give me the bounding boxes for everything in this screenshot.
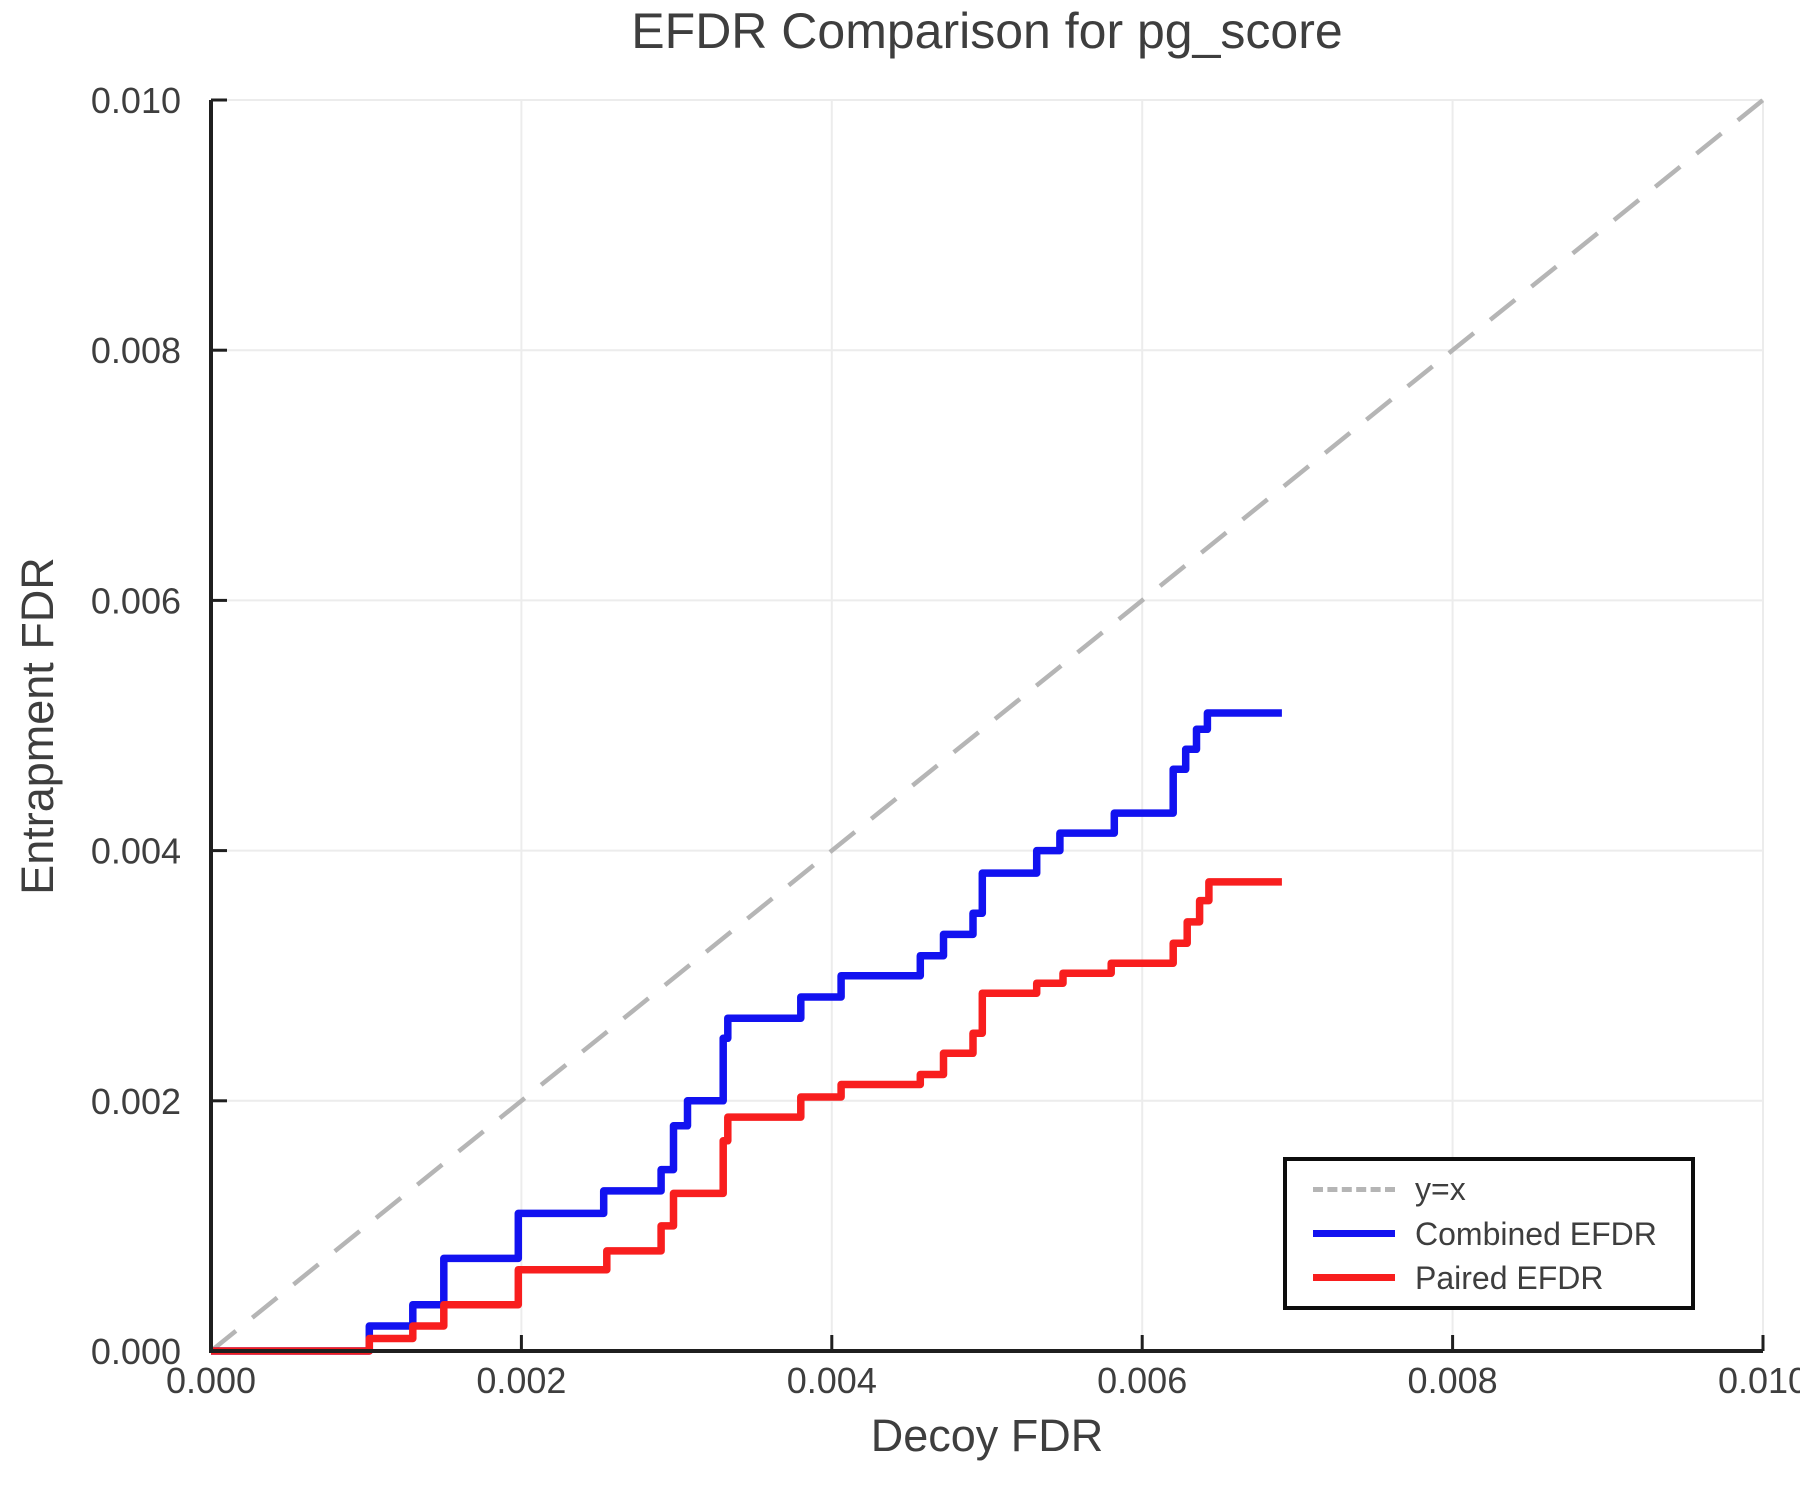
reference-line-swatch <box>1313 1186 1395 1192</box>
y-tick-label: 0.010 <box>91 80 181 121</box>
reference-line <box>209 98 1765 1353</box>
y-tick-label: 0.004 <box>91 831 181 872</box>
y-tick-label: 0.002 <box>91 1081 181 1122</box>
x-tick-label: 0.000 <box>166 1360 256 1401</box>
paired-efdr-swatch <box>1313 1274 1395 1282</box>
series-line-paired <box>211 878 1282 1355</box>
legend-row-paired: Paired EFDR <box>1313 1262 1691 1294</box>
x-tick-label: 0.002 <box>476 1360 566 1401</box>
x-tick-label: 0.004 <box>787 1360 877 1401</box>
legend-label-combined: Combined EFDR <box>1415 1215 1657 1252</box>
chart-title: EFDR Comparison for pg_score <box>631 3 1343 59</box>
y-tick-label: 0.008 <box>91 330 181 371</box>
x-tick-label: 0.006 <box>1097 1360 1187 1401</box>
x-tick-label: 0.010 <box>1718 1360 1800 1401</box>
combined-efdr-swatch <box>1313 1230 1395 1237</box>
legend-label-paired: Paired EFDR <box>1415 1259 1604 1296</box>
legend-row-reference: y=x <box>1313 1173 1691 1205</box>
x-axis-label: Decoy FDR <box>870 1410 1104 1461</box>
y-tick-label: 0.006 <box>91 580 181 621</box>
y-tick-label: 0.000 <box>91 1331 181 1372</box>
legend-row-combined: Combined EFDR <box>1313 1218 1691 1250</box>
series-line-combined <box>211 709 1282 1355</box>
legend-label-reference: y=x <box>1415 1171 1466 1208</box>
legend: y=x Combined EFDR Paired EFDR <box>1283 1157 1695 1310</box>
x-tick-label: 0.008 <box>1408 1360 1498 1401</box>
y-axis-label: Entrapment FDR <box>12 557 63 895</box>
